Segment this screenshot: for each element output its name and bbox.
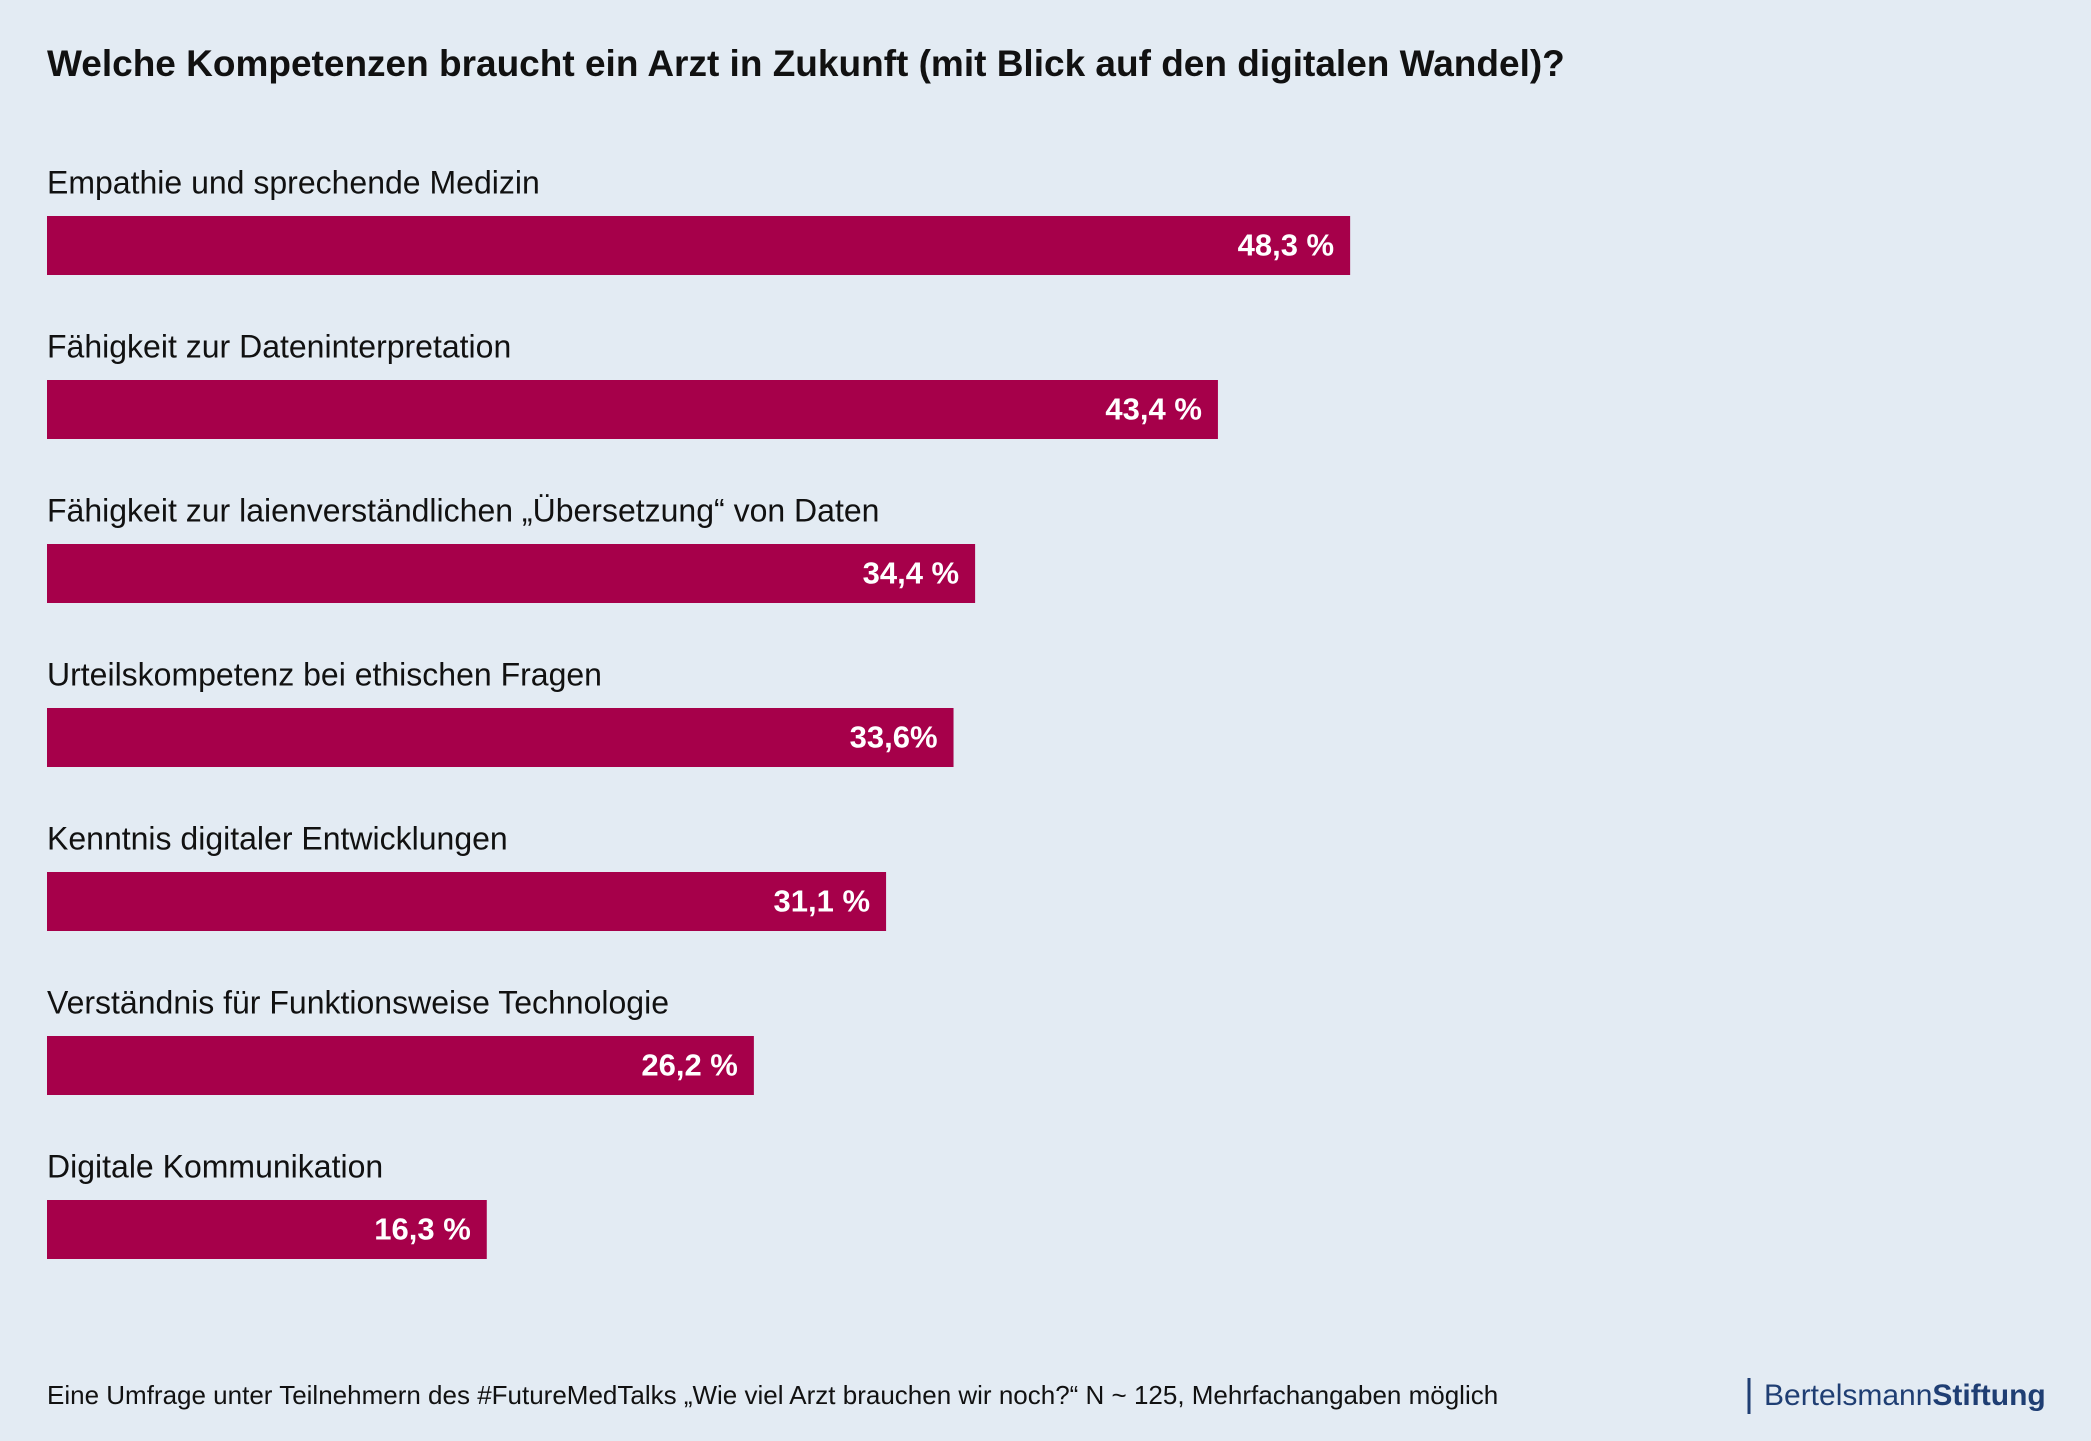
category-label: Fähigkeit zur laienverständlichen „Übers… <box>47 492 879 528</box>
value-label: 31,1 % <box>774 884 871 919</box>
logo-part: Bertelsmann <box>1764 1379 1932 1412</box>
bar <box>47 1200 487 1259</box>
category-label: Fähigkeit zur Dateninterpretation <box>47 328 511 364</box>
logo: BertelsmannStiftung <box>1764 1379 2046 1412</box>
category-label: Urteilskompetenz bei ethischen Fragen <box>47 656 602 692</box>
value-label: 48,3 % <box>1238 228 1335 263</box>
category-label: Verständnis für Funktionsweise Technolog… <box>47 984 669 1020</box>
chart-title: Welche Kompetenzen braucht ein Arzt in Z… <box>47 43 1565 84</box>
value-label: 43,4 % <box>1105 392 1202 427</box>
footnote: Eine Umfrage unter Teilnehmern des #Futu… <box>47 1380 1498 1410</box>
logo-part: Stiftung <box>1932 1379 2045 1412</box>
category-label: Digitale Kommunikation <box>47 1148 383 1184</box>
value-label: 34,4 % <box>863 556 960 591</box>
bar <box>47 380 1218 439</box>
bar <box>47 544 976 603</box>
category-label: Empathie und sprechende Medizin <box>47 164 540 200</box>
bar <box>47 872 887 931</box>
value-label: 26,2 % <box>641 1048 738 1083</box>
value-label: 33,6% <box>850 720 938 755</box>
bar <box>47 708 954 767</box>
bar <box>47 1036 754 1095</box>
bar <box>47 216 1351 275</box>
category-label: Kenntnis digitaler Entwicklungen <box>47 820 508 856</box>
value-label: 16,3 % <box>374 1212 471 1247</box>
